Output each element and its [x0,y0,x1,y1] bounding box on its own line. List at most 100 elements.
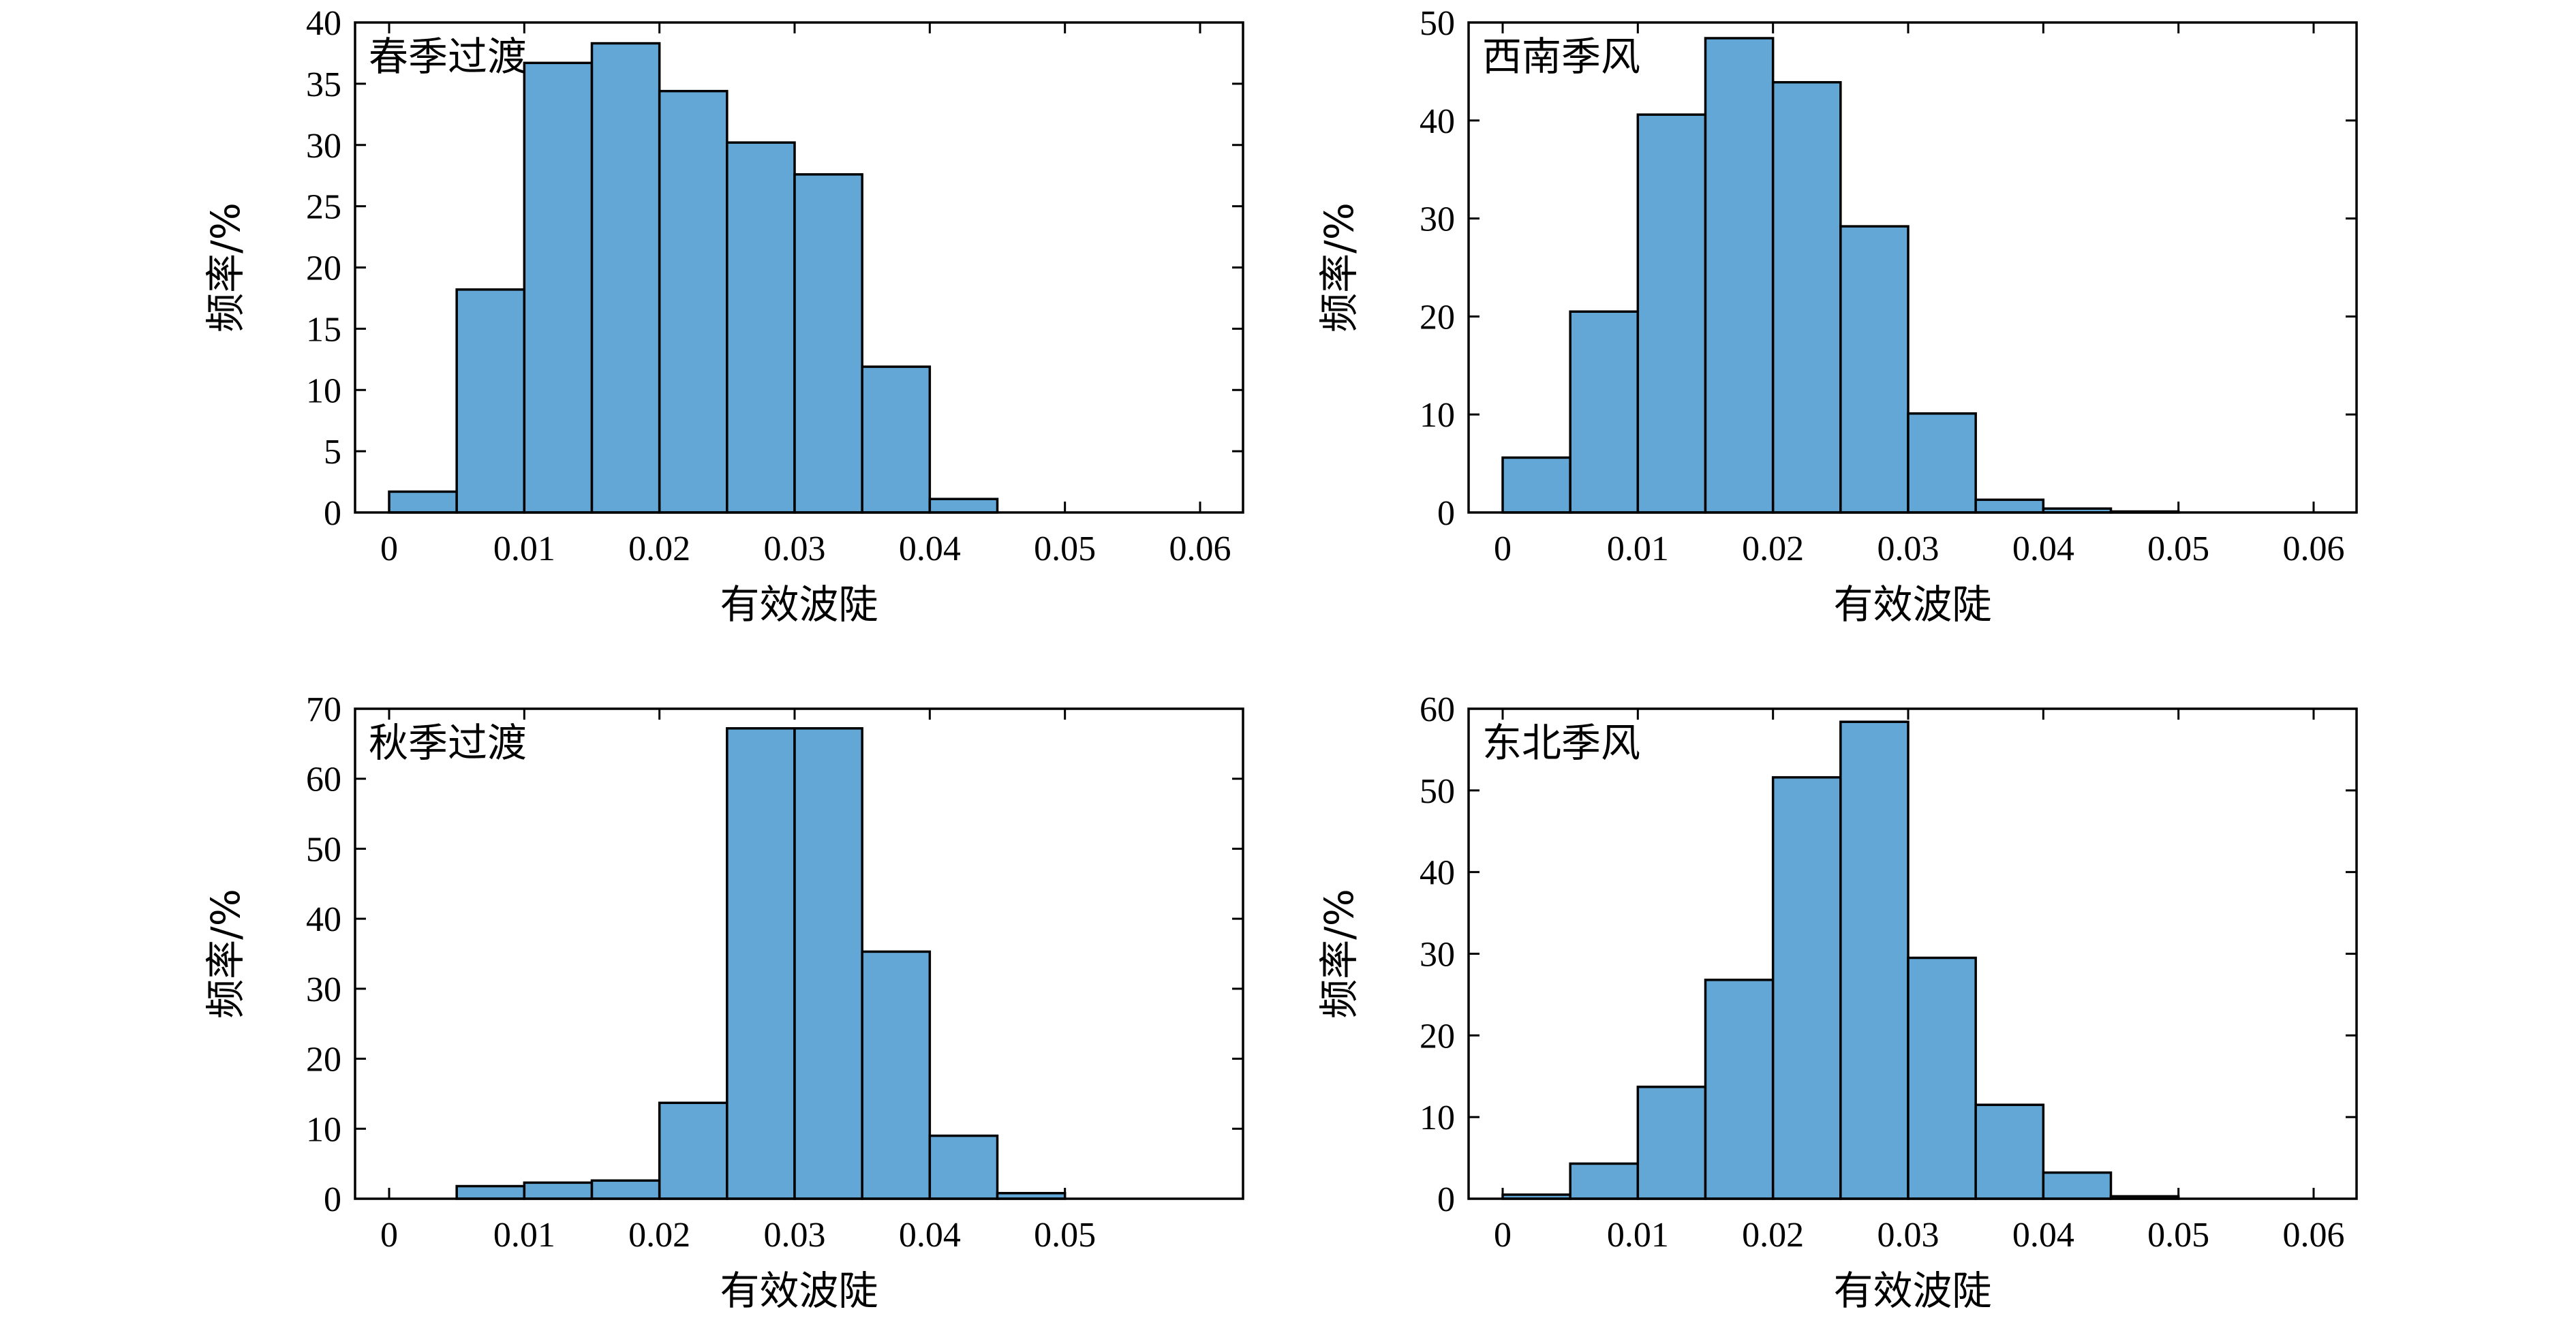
x-tick-label: 0.03 [1877,530,1939,568]
x-tick-label: 0.01 [1607,1216,1669,1255]
y-tick-label: 40 [1420,854,1455,893]
x-tick-label: 0.01 [1607,530,1669,568]
x-tick-label: 0.02 [1742,1216,1804,1255]
axes-frame [1467,21,2358,514]
x-tick-label: 0.05 [2147,1216,2209,1255]
x-tick-label: 0.05 [2147,530,2209,568]
x-tick-label: 0 [380,530,398,568]
y-tick-label: 60 [306,761,341,799]
x-tick-label: 0.05 [1034,1216,1096,1255]
y-tick-label: 10 [306,1110,341,1149]
y-tick-label: 70 [306,690,341,729]
y-tick-label: 5 [324,433,341,472]
x-tick-label: 0.04 [899,1216,961,1255]
histogram-bar [1569,310,1640,514]
x-tick-label: 0.06 [1169,530,1231,568]
y-tick-label: 0 [1437,1180,1455,1219]
histogram-bar [590,1179,661,1200]
histogram-bar [1704,979,1775,1200]
histogram-bar [1974,498,2045,514]
histogram-bar [726,141,796,514]
histogram-bar [1907,956,1977,1200]
panel-title: 西南季风 [1482,33,1640,80]
x-tick-label: 0.05 [1034,530,1096,568]
y-tick-label: 25 [306,188,341,227]
histogram-bar [1974,1103,2045,1200]
axes-frame [354,707,1244,1200]
y-tick-label: 40 [306,4,341,43]
histogram-bar [2042,1171,2113,1200]
histogram-bar [1569,1162,1640,1200]
panel-title: 春季过渡 [369,33,527,80]
y-axis-title: 频率/% [202,202,249,333]
y-axis-title: 频率/% [1316,889,1362,1019]
y-tick-label: 60 [1420,690,1455,729]
x-tick-label: 0.02 [1742,530,1804,568]
x-tick-label: 0.04 [2012,530,2074,568]
histogram-bar [455,1184,526,1200]
histogram-bar [1839,225,1910,514]
histogram-bar [1636,1086,1707,1200]
x-axis-title: 有效波陡 [720,1268,878,1314]
histogram-bar [658,1101,729,1200]
y-tick-label: 10 [1420,396,1455,435]
x-tick-label: 0.02 [628,1216,690,1255]
y-tick-label: 35 [306,65,341,104]
x-tick-label: 0.06 [2283,530,2345,568]
histogram-bar [1839,720,1910,1200]
x-tick-label: 0 [380,1216,398,1255]
x-tick-label: 0.03 [764,530,826,568]
y-tick-label: 30 [306,127,341,166]
y-tick-label: 10 [306,371,341,410]
y-tick-label: 50 [1420,772,1455,811]
histogram-bar [793,173,863,514]
panel-spring-transition: 0 0.01 0.02 0.03 0.04 0.05 0.06 0 5 10 15 20 25 30 35 4… [202,4,1244,628]
x-tick-label: 0.02 [628,530,690,568]
panel-northeast-monsoon: 0 0.01 0.02 0.03 0.04 0.05 0.06 0 10 20 30 40 50 60 东北… [1316,690,2358,1314]
y-tick-label: 30 [306,970,341,1009]
panel-title: 秋季过渡 [369,720,527,766]
x-tick-label: 0.01 [493,1216,555,1255]
y-tick-label: 30 [1420,936,1455,975]
panel-title: 东北季风 [1482,720,1640,766]
y-tick-label: 40 [1420,102,1455,141]
y-tick-label: 20 [1420,298,1455,337]
x-tick-label: 0 [1494,530,1512,568]
x-tick-label: 0.06 [2283,1216,2345,1255]
y-tick-label: 20 [306,1041,341,1079]
y-tick-label: 40 [306,900,341,939]
y-tick-label: 50 [1420,4,1455,43]
histogram-bar [1501,456,1571,514]
histogram-bar [793,727,863,1200]
x-tick-label: 0.04 [899,530,961,568]
y-tick-label: 30 [1420,200,1455,239]
histogram-bar [1771,776,1842,1200]
histogram-bar [523,1181,594,1200]
histogram-bar [658,89,729,514]
histogram-bar [1636,113,1707,514]
y-axis-title: 频率/% [1316,202,1362,333]
y-tick-label: 0 [324,1180,341,1219]
x-axis-title: 有效波陡 [720,581,878,628]
panel-autumn-transition: 0 0.01 0.02 0.03 0.04 0.05 0 10 20 30 40 50 60 70 秋季过渡… [202,690,1244,1314]
y-tick-label: 15 [306,310,341,349]
y-tick-label: 0 [324,494,341,533]
histogram-bar [388,490,458,514]
histogram-bar [1907,412,1977,514]
x-tick-label: 0.03 [1877,1216,1939,1255]
histogram-bar [523,61,594,514]
x-tick-label: 0 [1494,1216,1512,1255]
x-tick-label: 0.01 [493,530,555,568]
histogram-bar [861,950,932,1200]
y-tick-label: 50 [306,830,341,869]
y-tick-label: 10 [1420,1099,1455,1137]
histogram-bar [1704,37,1775,514]
histogram-bar [861,365,932,514]
x-axis-title: 有效波陡 [1833,581,1991,628]
histogram-bar [1771,80,1842,514]
y-tick-label: 20 [1420,1017,1455,1056]
histogram-bar [726,727,796,1200]
x-tick-label: 0.03 [764,1216,826,1255]
x-axis-title: 有效波陡 [1833,1268,1991,1314]
